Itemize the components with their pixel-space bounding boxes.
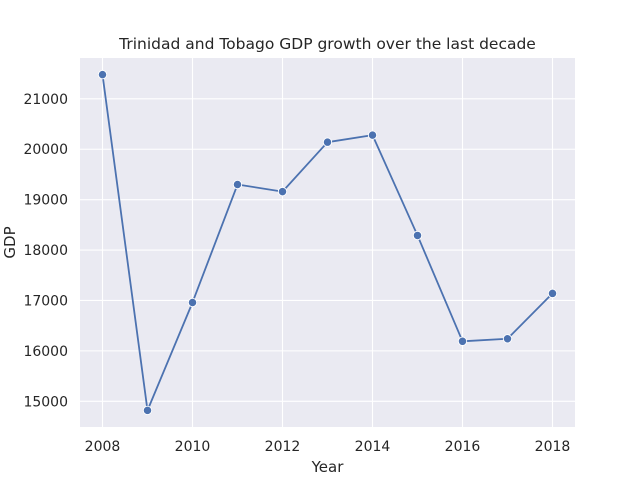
y-axis-title: GDP xyxy=(1,226,19,258)
data-point xyxy=(142,405,153,416)
chart-title: Trinidad and Tobago GDP growth over the … xyxy=(118,35,536,53)
y-tick-label: 17000 xyxy=(23,293,68,309)
y-tick-labels: 15000 16000 17000 18000 19000 20000 21000 xyxy=(23,92,68,410)
data-point xyxy=(232,179,243,190)
data-point xyxy=(322,137,333,147)
series-layer xyxy=(97,69,558,416)
x-tick-label: 2014 xyxy=(355,439,391,455)
y-tick-label: 21000 xyxy=(23,92,68,108)
data-point xyxy=(277,186,288,197)
y-tick-label: 16000 xyxy=(23,344,68,360)
grid-lines xyxy=(80,58,575,427)
data-point xyxy=(547,288,558,299)
x-tick-label: 2016 xyxy=(445,439,481,455)
x-tick-label: 2012 xyxy=(265,439,301,455)
x-tick-label: 2008 xyxy=(85,439,121,455)
x-tick-labels: 2008 2010 2012 2014 2016 2018 xyxy=(85,439,571,455)
x-tick-label: 2010 xyxy=(175,439,211,455)
y-tick-label: 15000 xyxy=(23,394,68,410)
x-axis-title: Year xyxy=(311,458,345,476)
data-point xyxy=(367,130,378,140)
x-tick-label: 2018 xyxy=(535,439,571,455)
data-point xyxy=(502,334,513,344)
y-tick-label: 18000 xyxy=(23,243,68,259)
y-tick-label: 19000 xyxy=(23,193,68,209)
plot-area xyxy=(80,58,575,427)
data-point xyxy=(97,69,108,80)
data-point xyxy=(187,297,198,308)
data-point xyxy=(457,336,468,346)
data-point xyxy=(412,230,423,241)
y-tick-label: 20000 xyxy=(23,142,68,158)
